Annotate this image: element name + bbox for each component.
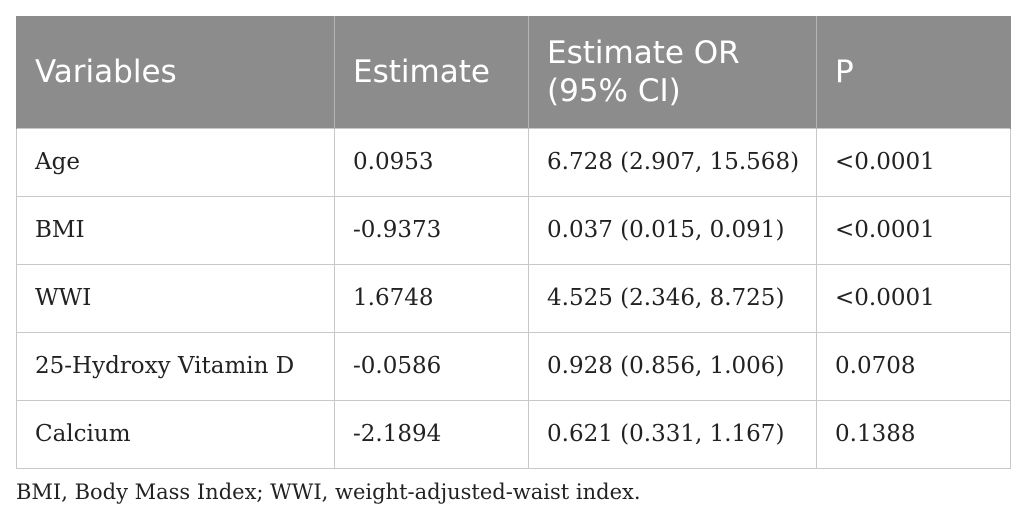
table-row: 25-Hydroxy Vitamin D -0.0586 0.928 (0.85…: [16, 331, 1011, 401]
cell-estimate-or: 4.525 (2.346, 8.725): [528, 263, 817, 333]
table-row: WWI 1.6748 4.525 (2.346, 8.725) <0.0001: [16, 263, 1011, 333]
table-row: BMI -0.9373 0.037 (0.015, 0.091) <0.0001: [16, 195, 1011, 265]
table-header-row: Variables Estimate Estimate OR (95% CI) …: [16, 16, 1011, 128]
cell-estimate: 1.6748: [334, 263, 529, 333]
cell-estimate-or: 0.621 (0.331, 1.167): [528, 399, 817, 469]
cell-p: <0.0001: [816, 263, 1011, 333]
cell-p: 0.0708: [816, 331, 1011, 401]
header-estimate: Estimate: [334, 16, 529, 128]
cell-variable: Calcium: [16, 399, 335, 469]
cell-variable: WWI: [16, 263, 335, 333]
cell-p: <0.0001: [816, 195, 1011, 265]
cell-p: <0.0001: [816, 127, 1011, 197]
cell-estimate: -0.0586: [334, 331, 529, 401]
table-row: Age 0.0953 6.728 (2.907, 15.568) <0.0001: [16, 127, 1011, 197]
cell-estimate-or: 0.037 (0.015, 0.091): [528, 195, 817, 265]
header-p: P: [816, 16, 1011, 128]
cell-estimate-or: 0.928 (0.856, 1.006): [528, 331, 817, 401]
table-footnote: BMI, Body Mass Index; WWI, weight-adjust…: [16, 480, 641, 504]
cell-variable: 25-Hydroxy Vitamin D: [16, 331, 335, 401]
cell-estimate: -0.9373: [334, 195, 529, 265]
cell-variable: Age: [16, 127, 335, 197]
cell-estimate: 0.0953: [334, 127, 529, 197]
header-variables: Variables: [16, 16, 335, 128]
results-table-container: Variables Estimate Estimate OR (95% CI) …: [16, 16, 1011, 469]
cell-variable: BMI: [16, 195, 335, 265]
cell-p: 0.1388: [816, 399, 1011, 469]
results-table: Variables Estimate Estimate OR (95% CI) …: [16, 16, 1011, 469]
table-row: Calcium -2.1894 0.621 (0.331, 1.167) 0.1…: [16, 399, 1011, 469]
cell-estimate-or: 6.728 (2.907, 15.568): [528, 127, 817, 197]
cell-estimate: -2.1894: [334, 399, 529, 469]
header-estimate-or: Estimate OR (95% CI): [528, 16, 817, 128]
